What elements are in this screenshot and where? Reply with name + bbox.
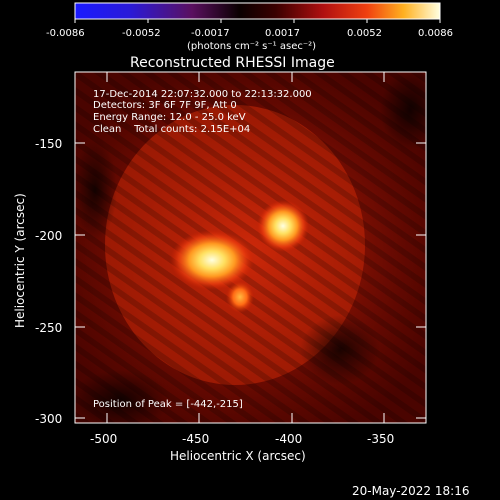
time-range-text: 17-Dec-2014 22:07:32.000 to 22:13:32.000 [93,89,312,100]
colorbar-tick: 0.0017 [265,28,300,39]
minor-source [226,281,254,313]
detectors-text: Detectors: 3F 6F 7F 9F, Att 0 [93,100,237,111]
y-axis-label: Heliocentric Y (arcsec) [13,193,27,328]
x-tick-label: -500 [90,432,117,446]
y-tick-label: -250 [35,321,62,335]
clean-counts-text: Clean Total counts: 2.15E+04 [93,124,250,135]
energy-range-text: Energy Range: 12.0 - 25.0 keV [93,112,246,123]
colorbar-unit-label: (photons cm⁻² s⁻¹ asec⁻²) [187,41,316,52]
peak-position-text: Position of Peak = [-442,-215] [93,399,243,410]
y-axis-ticks [75,142,426,419]
x-axis-ticks [106,72,385,423]
x-tick-label: -450 [182,432,209,446]
secondary-source [257,200,309,252]
colorbar: -0.0086 -0.0052 -0.0017 0.0017 0.0052 0.… [46,2,453,52]
x-axis-label: Heliocentric X (arcsec) [170,449,306,463]
colorbar-tick: -0.0052 [122,28,161,39]
x-tick-label: -350 [367,432,394,446]
colorbar-tick: -0.0017 [191,28,230,39]
x-tick-label: -400 [275,432,302,446]
plot-title: Reconstructed RHESSI Image [130,55,335,71]
y-tick-label: -300 [35,412,62,426]
generation-timestamp: 20-May-2022 18:16 [352,484,469,498]
colorbar-tick: 0.0086 [418,28,453,39]
main-source [170,230,254,290]
colorbar-tick: 0.0052 [347,28,382,39]
colorbar-strip [74,2,441,20]
y-tick-label: -150 [35,137,62,151]
colorbar-tick: -0.0086 [46,28,85,39]
y-tick-label: -200 [35,229,62,243]
rhessi-image [75,72,426,423]
plot-frame [74,71,427,424]
